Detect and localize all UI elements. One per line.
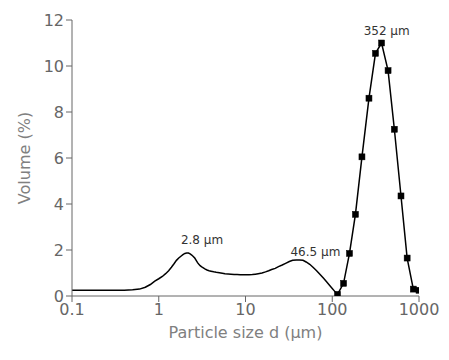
svg-text:Volume (%): Volume (%): [15, 112, 34, 204]
svg-text:10: 10: [235, 300, 255, 319]
svg-text:1: 1: [154, 300, 164, 319]
svg-text:6: 6: [54, 149, 64, 168]
svg-text:4: 4: [54, 195, 64, 214]
svg-text:8: 8: [54, 103, 64, 122]
svg-text:100: 100: [317, 300, 348, 319]
svg-text:352 μm: 352 μm: [364, 24, 410, 38]
svg-text:46.5 μm: 46.5 μm: [290, 245, 340, 259]
svg-text:12: 12: [44, 11, 64, 30]
svg-text:10: 10: [44, 57, 64, 76]
svg-text:2.8 μm: 2.8 μm: [181, 233, 223, 247]
svg-text:Particle size d (μm): Particle size d (μm): [169, 323, 323, 342]
svg-text:0.1: 0.1: [59, 300, 85, 320]
svg-text:1000: 1000: [399, 300, 440, 319]
svg-text:2: 2: [54, 241, 64, 260]
svg-text:0: 0: [54, 287, 64, 306]
